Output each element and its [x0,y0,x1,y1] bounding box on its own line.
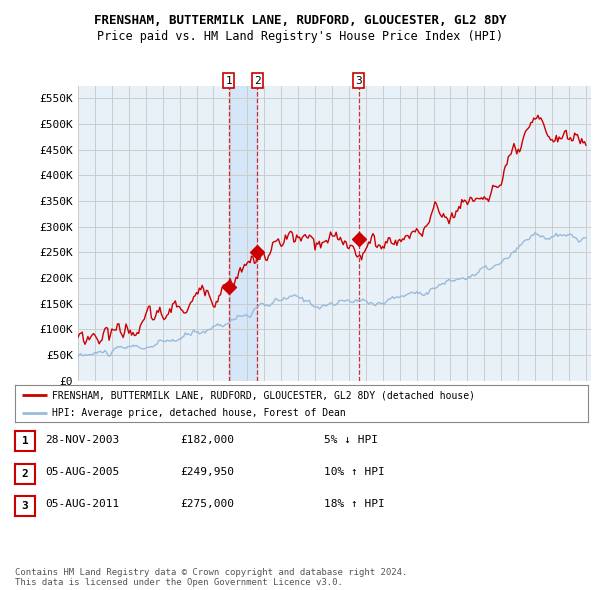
Text: 05-AUG-2005: 05-AUG-2005 [45,467,119,477]
Text: FRENSHAM, BUTTERMILK LANE, RUDFORD, GLOUCESTER, GL2 8DY: FRENSHAM, BUTTERMILK LANE, RUDFORD, GLOU… [94,14,506,27]
Text: £275,000: £275,000 [180,500,234,509]
Text: Contains HM Land Registry data © Crown copyright and database right 2024.
This d: Contains HM Land Registry data © Crown c… [15,568,407,587]
Text: FRENSHAM, BUTTERMILK LANE, RUDFORD, GLOUCESTER, GL2 8DY (detached house): FRENSHAM, BUTTERMILK LANE, RUDFORD, GLOU… [52,390,475,400]
Text: 10% ↑ HPI: 10% ↑ HPI [324,467,385,477]
Point [354,235,364,244]
Text: HPI: Average price, detached house, Forest of Dean: HPI: Average price, detached house, Fore… [52,408,346,418]
Text: 05-AUG-2011: 05-AUG-2011 [45,500,119,509]
Point [253,248,262,257]
Bar [229,86,257,381]
Text: 2: 2 [22,469,28,478]
Text: 1: 1 [22,437,28,446]
Text: 2: 2 [254,76,260,86]
Text: 3: 3 [356,76,362,86]
Text: 1: 1 [226,76,232,86]
Text: £182,000: £182,000 [180,435,234,444]
Text: Price paid vs. HM Land Registry's House Price Index (HPI): Price paid vs. HM Land Registry's House … [97,30,503,43]
Point [224,283,233,292]
Text: 28-NOV-2003: 28-NOV-2003 [45,435,119,444]
Text: 3: 3 [22,502,28,511]
Text: £249,950: £249,950 [180,467,234,477]
Text: 18% ↑ HPI: 18% ↑ HPI [324,500,385,509]
Text: 5% ↓ HPI: 5% ↓ HPI [324,435,378,444]
